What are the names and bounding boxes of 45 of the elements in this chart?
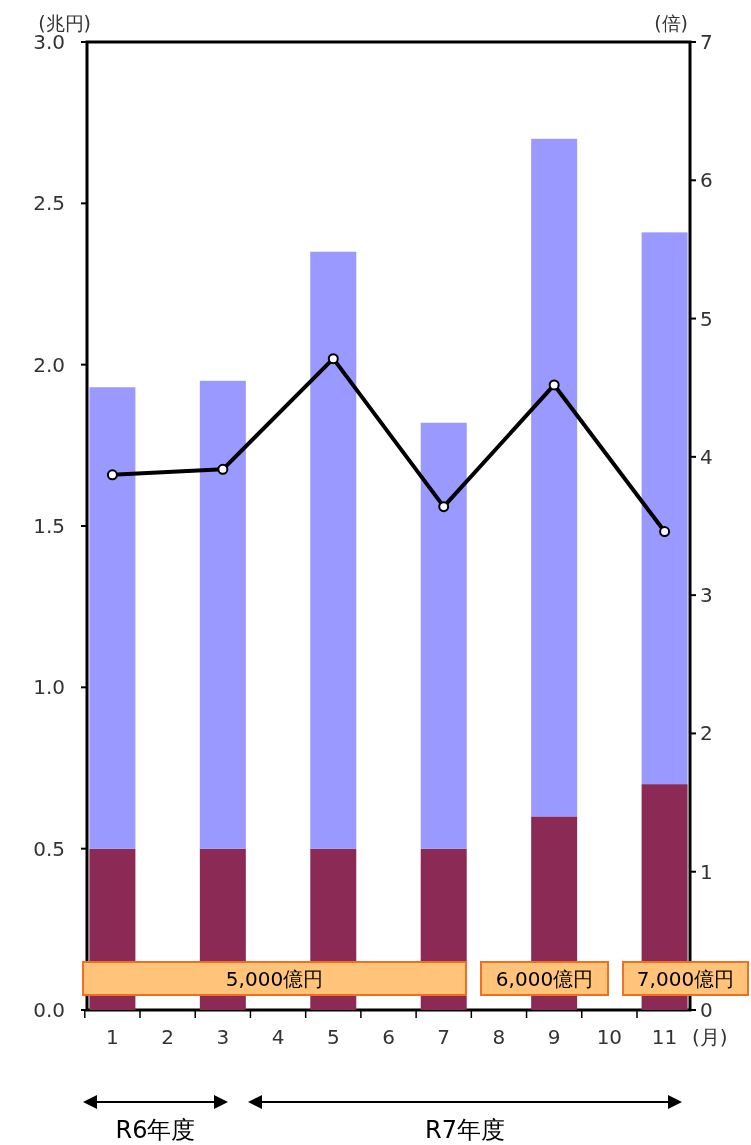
y-tick-label: 2.5 (33, 191, 65, 216)
x-tick-label: 4 (271, 1025, 285, 1049)
point (548, 379, 560, 391)
x-tick-label: 11 (651, 1025, 678, 1049)
x-tick-label: 3 (216, 1025, 230, 1049)
y-axis-title: (兆円) (38, 12, 91, 34)
y2-tick-label: 3 (700, 583, 713, 608)
x-tick-label: 7 (437, 1025, 451, 1049)
point (659, 526, 671, 538)
y2-tick-label: 6 (700, 168, 713, 193)
y-tick-label: 1.0 (33, 675, 65, 700)
y-tick-label: 0.0 (33, 998, 65, 1022)
bar (420, 422, 467, 849)
point (217, 463, 229, 475)
y-tick-label: 1.5 (33, 514, 65, 538)
y-tick-label: 0.5 (33, 836, 65, 861)
annotation: 5,000億円 (225, 967, 324, 991)
x-tick-label: 6 (382, 1025, 395, 1049)
y2-tick-label: 0 (700, 998, 713, 1022)
x-tick-label: 8 (492, 1025, 506, 1049)
bar (310, 251, 357, 849)
point (106, 469, 118, 481)
y2-tick-label: 4 (700, 444, 713, 469)
point (327, 353, 339, 365)
bar (199, 380, 246, 849)
bar (531, 138, 578, 817)
bar (89, 387, 136, 849)
x-tick-label: 9 (547, 1025, 561, 1049)
y2-tick-label: 1 (700, 859, 713, 884)
bar (641, 232, 688, 785)
x-tick-label: 2 (161, 1025, 174, 1049)
x-tick-label: 5 (326, 1025, 340, 1049)
text: R7年度 (425, 1116, 505, 1144)
point (438, 501, 450, 513)
annotation: 6,000億円 (495, 967, 594, 991)
y2-tick-label: 5 (700, 306, 713, 331)
y2-tick-label: 2 (700, 721, 713, 746)
text: R6年度 (115, 1116, 196, 1144)
y2-axis-title: (倍) (654, 12, 688, 34)
x-axis-title: (月) (692, 1025, 728, 1049)
x-tick-label: 10 (596, 1025, 623, 1049)
y-tick-label: 2.0 (33, 352, 65, 377)
y2-tick-label: 7 (700, 30, 713, 54)
annotation: 7,000億円 (636, 967, 735, 991)
x-tick-label: 1 (106, 1025, 119, 1049)
